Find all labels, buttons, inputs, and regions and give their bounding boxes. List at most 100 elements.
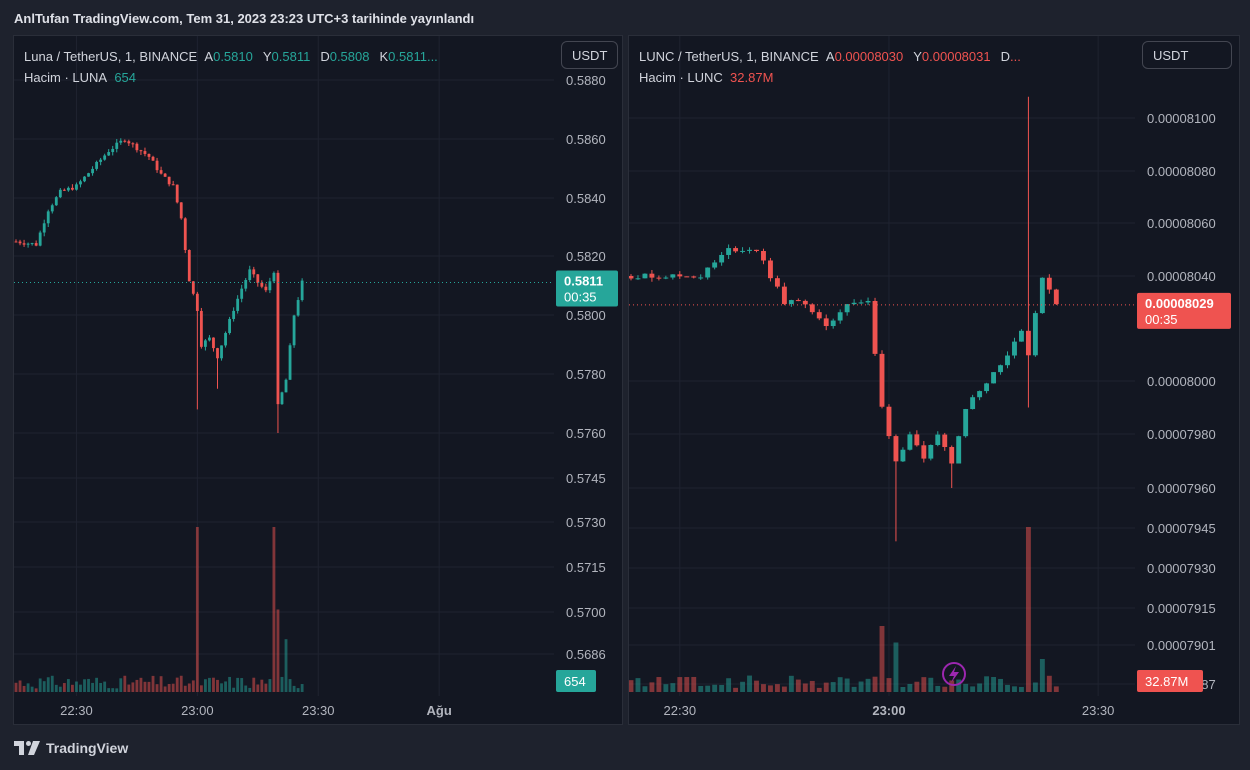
- price-tick-label: 0.00007930: [1147, 561, 1216, 576]
- candle-body: [914, 434, 920, 446]
- price-tick-label: 0.5800: [566, 308, 606, 323]
- volume-bar: [1019, 686, 1024, 692]
- currency-button[interactable]: USDT: [561, 41, 619, 69]
- symbol-title[interactable]: LUNC / TetherUS, 1, BINANCE: [639, 49, 819, 64]
- candle-body: [292, 315, 296, 346]
- volume-bar: [893, 642, 899, 692]
- volume-bar: [1012, 686, 1017, 692]
- volume-bar: [1053, 686, 1059, 692]
- volume-bar: [928, 677, 934, 692]
- volume-bar: [103, 681, 107, 692]
- tradingview-logo[interactable]: TradingView: [14, 740, 128, 756]
- volume-value: 32.87M: [730, 70, 774, 85]
- candle-body: [151, 156, 155, 161]
- volume-bar: [236, 677, 240, 692]
- ohlc-values: A0.5810 Y0.5811 D0.5808 K0.5811...: [204, 49, 447, 64]
- price-tick-label: 0.00007915: [1147, 601, 1216, 616]
- volume-bar: [300, 684, 304, 692]
- volume-bar: [175, 677, 179, 692]
- ohlc-value: ...: [1010, 49, 1021, 64]
- candle-body: [159, 170, 163, 174]
- volume-bar: [935, 685, 941, 692]
- volume-bar: [204, 679, 207, 692]
- candle-body: [252, 269, 256, 275]
- candle-body: [768, 260, 773, 279]
- candle-body: [111, 148, 115, 153]
- volume-bar: [900, 686, 906, 692]
- volume-bar: [111, 688, 115, 692]
- candle-body: [719, 254, 725, 263]
- volume-bar: [1025, 527, 1031, 692]
- ohlc-key: A: [204, 49, 214, 64]
- candle-body: [984, 383, 990, 392]
- lightning-icon[interactable]: [942, 662, 966, 686]
- volume-bar: [781, 686, 787, 692]
- candle-body: [1053, 289, 1059, 305]
- candle-body: [276, 272, 280, 405]
- ohlc-key: D: [1000, 49, 1010, 64]
- last-price-tag: [1137, 292, 1231, 329]
- price-tick-label: 0.00008080: [1147, 164, 1216, 179]
- volume-bar: [830, 682, 836, 692]
- candle-body: [788, 300, 794, 305]
- candle-body: [1039, 277, 1045, 314]
- volume-bar: [284, 639, 288, 692]
- ohlc-key: D: [320, 49, 330, 64]
- candle-body: [629, 276, 634, 279]
- volume-bar: [768, 685, 773, 692]
- volume-bar: [802, 683, 808, 692]
- volume-bar: [199, 685, 203, 692]
- candle-body: [949, 447, 955, 464]
- volume-bar: [872, 676, 878, 692]
- volume-bar: [858, 681, 864, 692]
- chart-panel-luna[interactable]: 0.5880 0.5860 0.5840 0.5820 0.5800 0.5780 0.57…: [13, 35, 623, 725]
- candle-body: [95, 161, 99, 169]
- candle-body: [155, 160, 159, 171]
- volume-bar: [95, 677, 99, 692]
- candle-body: [199, 310, 203, 347]
- candle-body: [712, 262, 718, 268]
- volume-bar: [240, 678, 244, 692]
- candle-body: [670, 274, 676, 278]
- volume-bar: [216, 679, 219, 692]
- symbol-title[interactable]: Luna / TetherUS, 1, BINANCE: [24, 49, 198, 64]
- candlestick-chart-lunc[interactable]: 0.00008100 0.00008080 0.00008060 0.00008040…: [629, 36, 1241, 726]
- volume-bar: [949, 680, 955, 692]
- price-tick-label: 0.5860: [566, 132, 606, 147]
- candle-body: [204, 340, 207, 347]
- volume-bar: [998, 678, 1003, 692]
- candle-body: [858, 302, 864, 304]
- volume-bar: [83, 679, 86, 692]
- volume-bar: [1039, 659, 1045, 692]
- chart-panel-lunc[interactable]: 0.00008100 0.00008080 0.00008060 0.00008040…: [628, 35, 1240, 725]
- candle-body: [264, 286, 268, 291]
- volume-bar: [232, 687, 236, 692]
- currency-button[interactable]: USDT: [1142, 41, 1232, 69]
- candle-body: [656, 277, 662, 279]
- volume-label: Hacim · LUNC: [639, 70, 723, 85]
- volume-bar: [244, 685, 248, 692]
- candle-body: [635, 278, 641, 280]
- price-tick-label: 0.00008040: [1147, 269, 1216, 284]
- volume-bar: [649, 682, 655, 692]
- volume-bar: [143, 681, 147, 692]
- volume-bar: [224, 681, 227, 692]
- candle-body: [288, 345, 292, 380]
- publication-header: AnlTufan TradingView.com, Tem 31, 2023 2…: [14, 11, 475, 26]
- volume-bar: [139, 677, 143, 692]
- volume-bar: [907, 683, 913, 692]
- volume-bar: [942, 686, 948, 692]
- volume-bar: [42, 681, 46, 692]
- time-tick-label: 22:30: [664, 703, 697, 718]
- price-tick-label: 0.00007945: [1147, 521, 1216, 536]
- candle-body: [147, 153, 151, 157]
- candlestick-chart-luna[interactable]: 0.5880 0.5860 0.5840 0.5820 0.5800 0.5780 0.57…: [14, 36, 624, 726]
- candle-body: [26, 243, 30, 245]
- volume-bar: [50, 675, 54, 692]
- candle-body: [663, 277, 669, 279]
- candle-body: [781, 286, 787, 305]
- volume-bar: [195, 527, 199, 692]
- volume-bar: [191, 680, 195, 692]
- candle-body: [991, 372, 996, 384]
- volume-bar: [280, 676, 284, 692]
